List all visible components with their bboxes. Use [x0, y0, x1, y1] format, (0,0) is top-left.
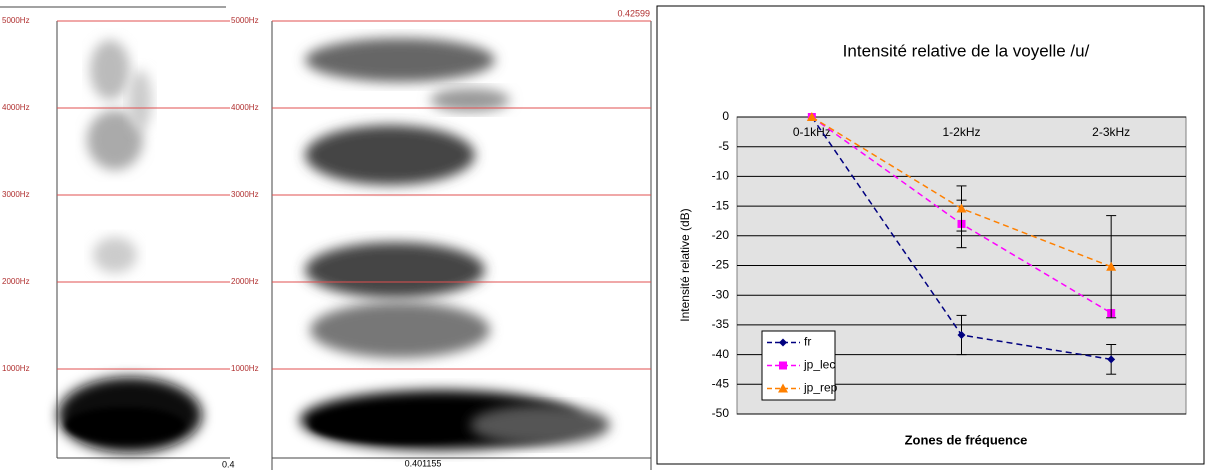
cursor-label: 0.401155 — [405, 458, 442, 468]
cursor-label: 0.42599 — [617, 8, 650, 18]
marker — [1106, 261, 1117, 271]
y-tick-label: -40 — [712, 347, 730, 361]
y-tick-label: -5 — [718, 139, 729, 153]
marker — [779, 361, 787, 370]
y-tick-label: -15 — [712, 198, 730, 212]
marker — [806, 112, 817, 121]
marker — [778, 383, 788, 393]
cursor-label: 0.4 — [222, 459, 235, 469]
marker — [779, 338, 787, 347]
spectrogram-image — [58, 40, 202, 453]
legend-label: jp_rep — [803, 381, 838, 395]
y-tick-label: 2000Hz — [2, 277, 30, 286]
y-tick-label: 0 — [722, 109, 729, 123]
y-tick-label: -30 — [712, 287, 730, 301]
y-tick-label: -20 — [712, 228, 730, 242]
y-tick-label: 4000Hz — [231, 103, 259, 112]
y-tick-label: 3000Hz — [2, 190, 30, 199]
y-tick-label: 5000Hz — [2, 16, 30, 25]
y-tick-label: 4000Hz — [2, 103, 30, 112]
spectrogram-image — [300, 38, 610, 450]
marker — [1107, 355, 1116, 364]
legend-label: fr — [804, 335, 811, 349]
y-tick-label: 1000Hz — [231, 364, 259, 373]
y-tick-label: -50 — [712, 406, 730, 420]
y-tick-label: -45 — [712, 376, 730, 390]
marker — [957, 330, 966, 339]
y-tick-label: 5000Hz — [231, 16, 259, 25]
y-tick-label: 3000Hz — [231, 190, 259, 199]
y-tick-label: 1000Hz — [2, 364, 30, 373]
y-tick-label: -25 — [712, 258, 730, 272]
chart-title: Intensité relative de la voyelle /u/ — [843, 41, 1090, 60]
legend-box — [761, 330, 836, 401]
y-axis-title: Intensité relative (dB) — [678, 208, 692, 321]
x-tick-label: 2-3kHz — [1092, 125, 1130, 139]
y-tick-label: -35 — [712, 317, 730, 331]
x-axis-title: Zones de fréquence — [905, 432, 1028, 447]
x-tick-label: 0-1kHz — [793, 125, 831, 139]
legend-label: jp_lec — [803, 358, 835, 372]
y-tick-label: -10 — [712, 169, 730, 183]
y-tick-label: 2000Hz — [231, 277, 259, 286]
spectrogram-frames — [0, 6, 652, 470]
x-tick-label: 1-2kHz — [942, 125, 980, 139]
marker — [956, 203, 967, 213]
